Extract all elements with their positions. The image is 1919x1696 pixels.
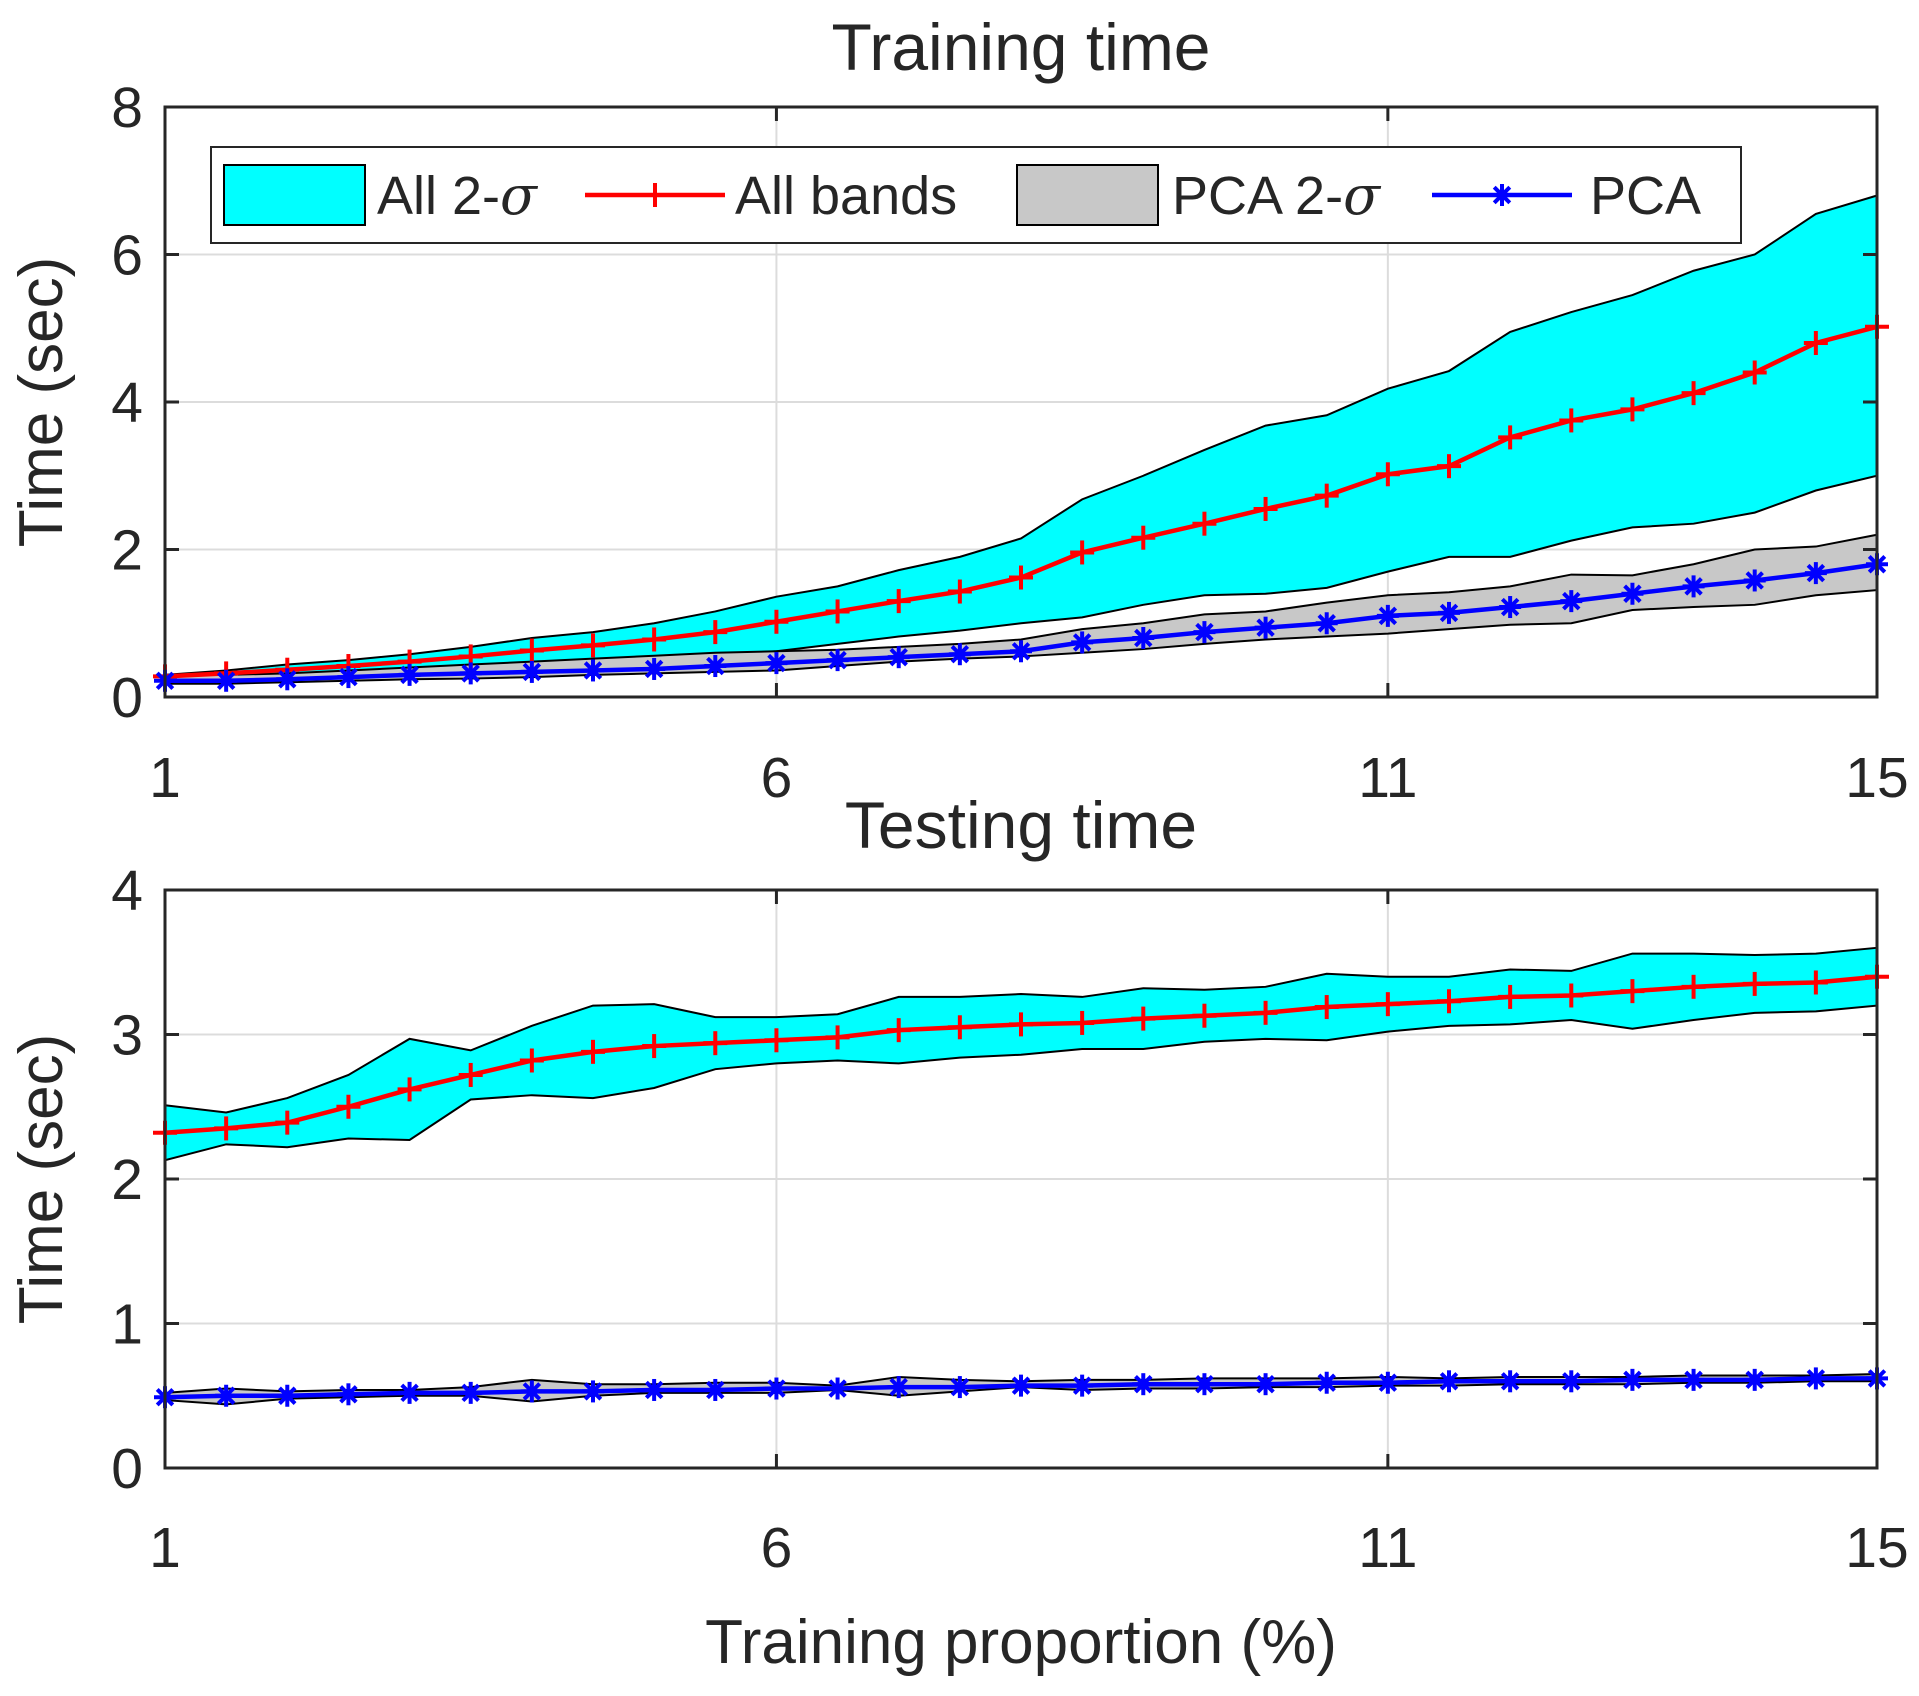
chart-2-ytick-label: 4 [111, 859, 143, 923]
chart-2-series-pca-point [278, 1386, 297, 1405]
chart-2-xtick-label: 1 [149, 1516, 181, 1580]
chart-1-series-pca-point [583, 661, 603, 680]
chart-1-series-pca-point [1623, 584, 1642, 603]
chart-1-ytick-label: 6 [111, 224, 143, 288]
chart-2-xtick-label: 11 [1358, 1516, 1417, 1580]
chart-2-series-pca [154, 1367, 1888, 1409]
chart-1-series-pca-point [1378, 606, 1398, 626]
chart-2-series-pca-point [1011, 1376, 1031, 1395]
chart-1-legend-entry-4: PCA [1432, 166, 1701, 226]
chart-1-legend-entry-2-label: All bands [735, 166, 957, 226]
chart-1-series-pca-point [339, 667, 358, 687]
chart-2-ytick-label: 2 [111, 1148, 143, 1212]
chart-2-series-pca-point [1745, 1370, 1764, 1390]
chart-1-series-pca-point [1011, 642, 1031, 661]
chart-1-xtick-label: 6 [761, 746, 793, 810]
chart-1-ytick-label: 0 [111, 666, 143, 730]
chart-2-series-pca-point [1378, 1373, 1398, 1392]
chart-1-series-pca [154, 553, 1888, 692]
chart-2-series-pca-point [1256, 1374, 1275, 1394]
chart-2-ylabel: Time (sec) [7, 1034, 76, 1324]
chart-1-ytick-label: 2 [111, 519, 143, 583]
chart-2-series-pca-point [1806, 1369, 1826, 1388]
chart-2-series-pca-point [706, 1380, 725, 1400]
chart-1-legend-entry-4-label: PCA [1590, 166, 1701, 226]
chart-1-legend-entry-3-swatch [1016, 164, 1159, 226]
chart-2-series-pca-point [950, 1377, 970, 1397]
chart-1-series-pca-point [1745, 571, 1764, 590]
chart-2-series-pca-point [1195, 1374, 1214, 1394]
chart-1-series-pca-point [1684, 577, 1703, 596]
chart-1-legend-entry-1-sigma: σ [500, 164, 539, 227]
chart-1-legend-entry-2: All bands [585, 166, 957, 226]
chart-2-series-pca-point [1439, 1372, 1459, 1391]
chart-1-ylabel: Time (sec) [7, 257, 76, 547]
chart-1-legend-entry-3: PCA 2-σ [1016, 164, 1382, 227]
chart-2-series-pca-point [216, 1386, 236, 1405]
chart-2-series-pca-point [339, 1385, 358, 1404]
chart-1-series-pca-point [1562, 591, 1581, 611]
chart-2-title: Testing time [845, 788, 1197, 862]
chart-2-series-pca-point [1072, 1376, 1092, 1395]
chart-1-series-pca-point [400, 665, 419, 685]
chart-2-series-pca-point [828, 1379, 847, 1398]
chart-2-ytick-label: 3 [111, 1004, 143, 1068]
chart-2-series-pca-point [644, 1380, 664, 1400]
chart-2-series-pca-point [1562, 1372, 1581, 1391]
chart-1-series-pca-point [1072, 633, 1092, 652]
chart-2-series-all-bands [153, 964, 1889, 1145]
chart-1-legend-entry-1-label: All 2-σ [377, 164, 539, 227]
chart-1-series-pca-point [1256, 618, 1275, 637]
chart-2-series-pca-point [400, 1383, 419, 1403]
chart-1-legend-entry-4-marker [1492, 185, 1512, 205]
chart-1-series-pca-point [644, 659, 664, 679]
chart-2-series-pca-point [461, 1383, 480, 1403]
chart-1-ytick-label: 8 [111, 76, 143, 140]
chart-1-series-pca-point [950, 645, 970, 664]
chart-1-series-pca-point [1806, 563, 1826, 583]
chart-1-series-pca-point [216, 671, 236, 690]
chart-1-title: Training time [831, 10, 1210, 84]
chart-1-series-pca-point [278, 670, 297, 689]
chart-1-series-pca-point [1317, 614, 1336, 633]
chart-2-series-pca-point [522, 1382, 542, 1401]
chart-1-xtick-label: 15 [1845, 746, 1908, 810]
chart-2-series-pca-point [767, 1379, 786, 1398]
chart-2-series-pca-point [1684, 1370, 1703, 1390]
chart-1-series-all-bands [153, 314, 1889, 689]
chart-1-series-pca-point [828, 650, 847, 670]
chart-2-series-pca-point [583, 1382, 603, 1401]
chart-2-series-pca-point [1134, 1374, 1153, 1394]
chart-1-series-pca-point [461, 664, 480, 683]
chart-1: 1 6 11 15 0 2 4 6 8 Training time Time (sec) All 2-… [7, 10, 1909, 810]
chart-1-series-pca-point [706, 656, 725, 676]
chart-2-series-pca-point [889, 1377, 908, 1397]
chart-2-xlabel: Training proportion (%) [705, 1608, 1337, 1677]
chart-1-series-pca-point [1500, 597, 1520, 617]
chart-2-series-pca-point [1500, 1372, 1520, 1391]
chart-2-xtick-label: 6 [761, 1516, 793, 1580]
chart-1-xtick-label: 1 [149, 746, 181, 810]
chart-1-legend-entry-1: All 2-σ [223, 164, 539, 227]
chart-1-series-pca-point [767, 653, 786, 673]
chart-2-series-pca-point [1623, 1370, 1642, 1390]
chart-1-legend: All 2-σ All bands PCA 2-σ PCA [210, 146, 1742, 244]
chart-1-series-pca-point [889, 647, 908, 667]
chart-1-xtick-label: 11 [1358, 746, 1417, 810]
chart-1-series-pca-point [1439, 603, 1459, 623]
chart-2-series-pca-point [1317, 1373, 1336, 1392]
chart-2-xtick-label: 15 [1845, 1516, 1908, 1580]
chart-1-series-pca-point [522, 662, 542, 682]
chart-1-legend-entry-3-label: PCA 2-σ [1172, 164, 1382, 227]
chart-1-series-pca-point [1134, 628, 1153, 648]
chart-2-ytick-label: 1 [111, 1293, 143, 1357]
chart-2-ytick-label: 0 [111, 1437, 143, 1501]
chart-1-legend-entry-1-swatch [223, 164, 366, 226]
chart-1-ytick-label: 4 [111, 371, 143, 435]
chart-1-series-pca-point [1195, 622, 1214, 642]
chart-1-legend-entry-3-sigma: σ [1343, 164, 1382, 227]
